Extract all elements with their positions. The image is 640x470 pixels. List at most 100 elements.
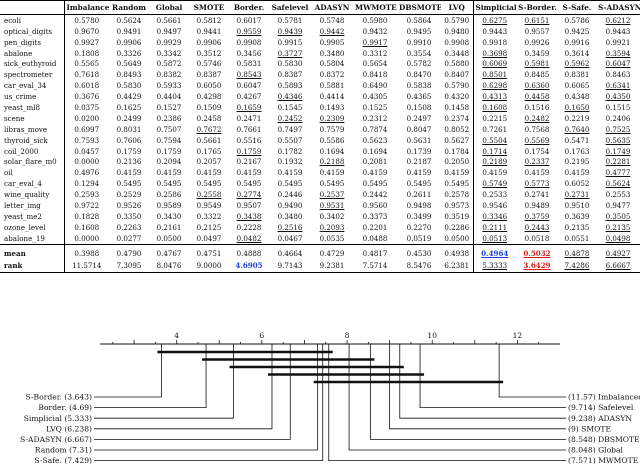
table-cell: 0.5981 xyxy=(524,59,550,69)
table-cell: 0.2578 xyxy=(444,190,470,200)
table-cell: 0.0200 xyxy=(63,113,109,124)
table-cell: 0.0375 xyxy=(63,102,109,114)
table-cell: 0.5880 xyxy=(444,59,470,69)
table-cell: 0.2125 xyxy=(196,222,222,232)
column-header: SMOTE xyxy=(189,0,229,15)
table-cell: 0.9531 xyxy=(319,201,345,211)
summary-cell: 0.4817 xyxy=(353,243,397,260)
table-cell: 0.4159 xyxy=(524,168,550,178)
table-cell: 0.4159 xyxy=(319,168,345,178)
table-cell: 0.2270 xyxy=(406,222,432,232)
table-cell: 0.5495 xyxy=(196,179,222,189)
table-cell: 0.2161 xyxy=(156,222,182,232)
table-cell: 0.9498 xyxy=(406,201,432,211)
table-cell: 0.9560 xyxy=(362,201,388,211)
table-cell: 0.8047 xyxy=(406,124,432,134)
table-cell: 0.3480 xyxy=(277,211,303,221)
table-cell: 0.2386 xyxy=(156,113,182,123)
table-cell: 0.1828 xyxy=(63,211,109,222)
table-cell: 0.2135 xyxy=(564,222,590,232)
table-cell: 0.2219 xyxy=(564,113,590,123)
cd-method-label: Random (7.31) xyxy=(35,446,92,455)
table-cell: 0.1509 xyxy=(196,103,222,113)
table-cell: 0.4159 xyxy=(564,168,590,178)
table-cell: 0.5831 xyxy=(236,59,262,69)
table-cell: 0.2111 xyxy=(472,221,516,233)
critical-difference-diagram: 4 6 8 10 12 S-Border. (3.643)Border. (4.69) Si… xyxy=(20,331,640,465)
table-cell: 0.5661 xyxy=(196,135,222,145)
table-cell: 0.9480 xyxy=(444,26,470,36)
table-cell: 0.5495 xyxy=(116,179,142,189)
table-cell: 0.2337 xyxy=(524,157,550,167)
rank-row: rank 11.5714 7.3095 8.0476 9.0000 4.6905 9.714… xyxy=(0,259,640,273)
summary-cell: 0.4927 xyxy=(596,243,640,260)
cd-connector xyxy=(94,344,273,430)
cd-method-label: (7.571) MWMOTE xyxy=(568,456,638,465)
table-cell: 0.5507 xyxy=(277,135,303,145)
table-header-row: ImbalancedRandomGlobalSMOTEBorder.Safele… xyxy=(0,0,640,15)
summary-cell: 6.2381 xyxy=(441,259,473,273)
table-cell: 0.2499 xyxy=(116,113,142,123)
table-cell: 0.4458 xyxy=(524,92,550,102)
table-cell: 0.4777 xyxy=(605,168,631,178)
table-cell: 0.6360 xyxy=(524,81,550,91)
table-cell: 0.0535 xyxy=(319,233,345,243)
cd-connector xyxy=(94,344,162,398)
mean-row: mean 0.3988 0.4790 0.4767 0.4751 0.4888 0.4664… xyxy=(0,243,640,260)
table-cell: 0.4313 xyxy=(472,91,516,103)
results-table: ImbalancedRandomGlobalSMOTEBorder.Safele… xyxy=(0,0,640,273)
table-cell: 0.0000 xyxy=(63,156,109,168)
column-header: ADASYN xyxy=(311,0,353,15)
dataset-name: oil xyxy=(4,168,13,178)
cd-method-label: (8.548) DBSMOTE xyxy=(568,435,640,444)
column-header: Border. xyxy=(229,0,269,15)
table-cell: 0.7640 xyxy=(564,124,590,134)
dataset-name: yeast_me2 xyxy=(4,211,42,221)
table-cell: 0.3350 xyxy=(116,211,142,221)
header-blank xyxy=(0,0,64,15)
table-cell: 0.4159 xyxy=(236,168,262,178)
table-cell: 0.7261 xyxy=(472,123,516,135)
table-cell: 0.0457 xyxy=(63,145,109,157)
table-cell: 0.9549 xyxy=(196,201,222,211)
cd-connector xyxy=(328,344,566,462)
table-cell: 0.5495 xyxy=(156,179,182,189)
table-cell: 0.1759 xyxy=(156,146,182,156)
table-cell: 0.9490 xyxy=(277,201,303,211)
table-cell: 0.5586 xyxy=(319,135,345,145)
table-cell: 0.4305 xyxy=(362,92,388,102)
table-cell: 0.9906 xyxy=(116,37,142,47)
dataset-name: optical_digits xyxy=(4,26,53,36)
dataset-name: scene xyxy=(4,113,25,123)
table-cell: 0.7672 xyxy=(196,124,222,134)
table-cell: 0.2471 xyxy=(236,113,262,123)
table-cell: 0.5830 xyxy=(116,81,142,91)
table-cell: 0.7525 xyxy=(605,124,631,134)
table-row: letter_img 0.9722 0.9526 0.9589 0.9549 0.9507… xyxy=(0,200,640,212)
table-cell: 0.9918 xyxy=(472,36,516,48)
table-row: us_crime 0.3676 0.4429 0.4404 0.4298 0.4267 0.… xyxy=(0,91,640,103)
table-row: solar_flare_m0 0.0000 0.2136 0.2094 0.2057 0.… xyxy=(0,156,640,168)
table-cell: 0.9921 xyxy=(605,37,631,47)
table-cell: 0.1659 xyxy=(236,103,262,113)
table-cell: 0.5649 xyxy=(116,59,142,69)
table-cell: 0.6151 xyxy=(524,15,550,25)
dataset-name: ozone_level xyxy=(4,222,46,232)
dataset-name: car_eval_4 xyxy=(4,179,42,189)
table-cell: 0.3346 xyxy=(472,211,516,222)
table-cell: 0.5804 xyxy=(319,59,345,69)
table-cell: 0.3438 xyxy=(236,211,262,221)
table-cell: 0.5790 xyxy=(444,15,470,25)
cd-connector xyxy=(94,344,319,451)
summary-cell: 3.6429 xyxy=(516,259,558,273)
table-cell: 0.1739 xyxy=(406,146,432,156)
table-cell: 0.4159 xyxy=(116,168,142,178)
table-cell: 0.5780 xyxy=(63,14,109,26)
dataset-name: abalone_19 xyxy=(4,233,45,243)
table-cell: 0.2312 xyxy=(362,113,388,123)
cd-method-label: LVQ (6.238) xyxy=(46,424,92,433)
table-cell: 0.2586 xyxy=(156,190,182,200)
table-row: ecoli 0.5780 0.5624 0.5661 0.5812 0.6017 0.578… xyxy=(0,14,640,26)
dataset-name: letter_img xyxy=(4,201,41,211)
table-cell: 0.1932 xyxy=(277,157,303,167)
